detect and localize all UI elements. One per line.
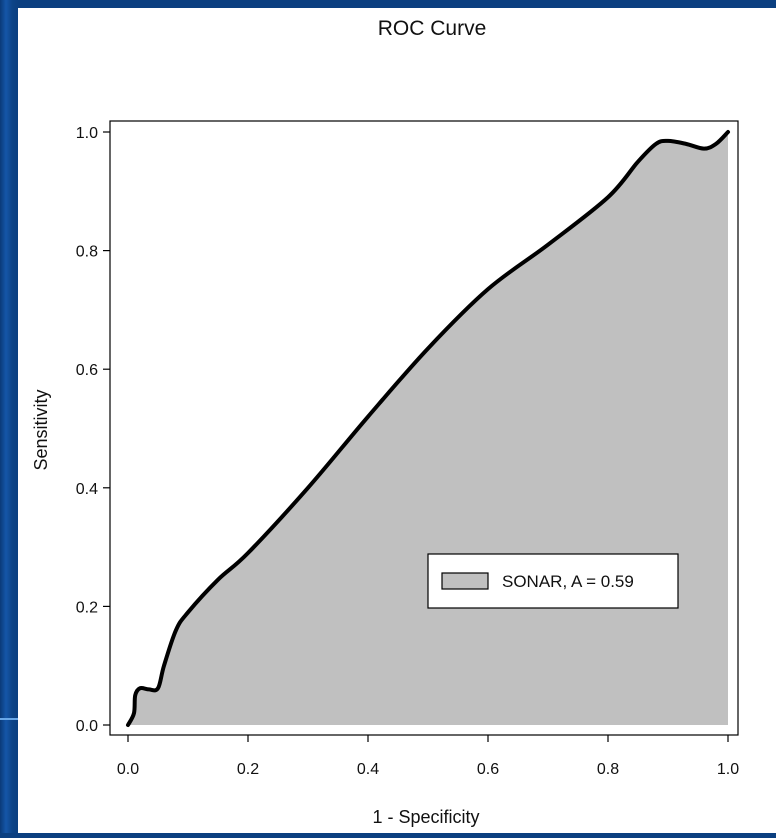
roc-point-0-21 (703, 147, 705, 150)
roc-point-0-14 (487, 288, 489, 290)
roc-point-0-5 (157, 687, 159, 690)
roc-point-0-9 (217, 578, 219, 581)
y-tick-label: 0.0 (76, 718, 98, 735)
roc-point-0-12 (367, 415, 369, 418)
x-tick-label: 0.0 (117, 761, 139, 778)
x-tick-label: 0.6 (477, 761, 499, 778)
y-tick-label: 0.2 (76, 599, 98, 616)
roc-point-0-2 (134, 694, 136, 697)
roc-point-0-23 (727, 131, 729, 133)
roc-area-fill-0 (128, 132, 728, 725)
roc-point-0-6 (163, 664, 165, 667)
legend-label: SONAR, A = 0.59 (502, 572, 634, 591)
x-tick-label: 0.8 (597, 761, 619, 778)
axis-ticks: 0.0 0.2 0.4 0.6 0.8 1.0 0.0 0.2 0.4 0.6 0.8 1.0 (76, 125, 739, 778)
slide-accent-line (0, 718, 18, 720)
y-axis-label: Sensitivity (31, 389, 51, 470)
x-tick-label: 1.0 (717, 761, 739, 778)
roc-point-0-7 (175, 629, 177, 631)
chart-title: ROC Curve (378, 17, 487, 40)
x-tick-label: 0.2 (237, 761, 259, 778)
y-tick-label: 0.6 (76, 362, 98, 379)
x-axis-label: 1 - Specificity (372, 807, 479, 827)
x-tick-label: 0.4 (357, 761, 379, 778)
roc-chart: ROC Curve 0.0 0.2 0.4 0.6 0.8 1.0 0.0 0.2 0.4 0.6… (31, 17, 739, 827)
roc-point-0-20 (685, 143, 687, 145)
y-tick-label: 0.4 (76, 481, 98, 498)
roc-point-0-1 (133, 712, 135, 714)
roc-point-0-11 (307, 487, 309, 489)
roc-point-0-18 (655, 143, 657, 145)
roc-point-0-15 (547, 243, 549, 246)
roc-point-0-22 (715, 143, 717, 145)
plot-panel: ROC Curve 0.0 0.2 0.4 0.6 0.8 1.0 0.0 0.2 0.4 0.6… (18, 8, 776, 833)
legend-swatch (441, 572, 489, 590)
roc-point-0-10 (247, 552, 249, 554)
roc-point-0-3 (139, 687, 141, 690)
roc-point-0-17 (637, 160, 639, 163)
roc-point-0-8 (187, 611, 189, 614)
y-tick-label: 1.0 (76, 125, 98, 142)
roc-point-0-4 (148, 688, 150, 691)
roc-point-0-16 (607, 196, 609, 199)
plot-frame (109, 120, 739, 736)
roc-point-0-13 (427, 347, 429, 350)
area-layer (126, 130, 730, 727)
legend: SONAR, A = 0.59 (427, 553, 679, 609)
y-tick-label: 0.8 (76, 244, 98, 261)
roc-point-0-19 (667, 140, 669, 142)
roc-point-0-0 (127, 724, 129, 726)
